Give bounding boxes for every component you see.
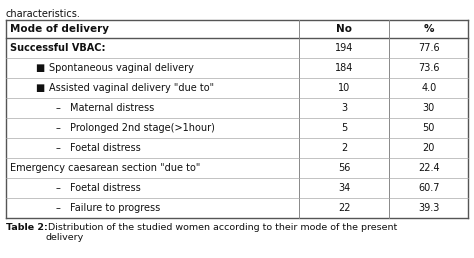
Text: 184: 184 [335,63,354,73]
Text: 4.0: 4.0 [421,83,437,93]
Text: Distribution of the studied women according to their mode of the present
deliver: Distribution of the studied women accord… [46,223,398,243]
Text: %: % [423,24,434,34]
Text: 60.7: 60.7 [418,183,439,193]
Text: Foetal distress: Foetal distress [70,143,141,153]
Text: ■: ■ [35,63,44,73]
Text: –: – [56,183,61,193]
Text: Foetal distress: Foetal distress [70,183,141,193]
Text: ■: ■ [35,83,44,93]
Text: 56: 56 [338,163,351,173]
Text: Prolonged 2nd stage(>1hour): Prolonged 2nd stage(>1hour) [70,123,215,133]
Text: 3: 3 [341,103,347,113]
Text: –: – [56,143,61,153]
Text: 194: 194 [335,43,354,53]
Text: 20: 20 [422,143,435,153]
Text: 73.6: 73.6 [418,63,439,73]
Text: 22: 22 [338,203,351,213]
Text: No: No [337,24,352,34]
Text: 5: 5 [341,123,347,133]
Text: 10: 10 [338,83,351,93]
Text: Failure to progress: Failure to progress [70,203,160,213]
Text: –: – [56,103,61,113]
Text: –: – [56,123,61,133]
Text: 2: 2 [341,143,347,153]
Bar [6,20,468,218]
Text: 22.4: 22.4 [418,163,439,173]
Text: Spontaneous vaginal delivery: Spontaneous vaginal delivery [49,63,194,73]
Text: Emergency caesarean section "due to": Emergency caesarean section "due to" [10,163,201,173]
Text: –: – [56,203,61,213]
Text: Successful VBAC:: Successful VBAC: [10,43,106,53]
Text: 34: 34 [338,183,351,193]
Text: characteristics.: characteristics. [6,9,81,19]
Text: 77.6: 77.6 [418,43,439,53]
Text: 30: 30 [423,103,435,113]
Text: Table 2:: Table 2: [6,223,48,232]
Text: Mode of delivery: Mode of delivery [10,24,109,34]
Text: 39.3: 39.3 [418,203,439,213]
Text: Assisted vaginal delivery "due to": Assisted vaginal delivery "due to" [49,83,214,93]
Text: Maternal distress: Maternal distress [70,103,154,113]
Text: 50: 50 [422,123,435,133]
